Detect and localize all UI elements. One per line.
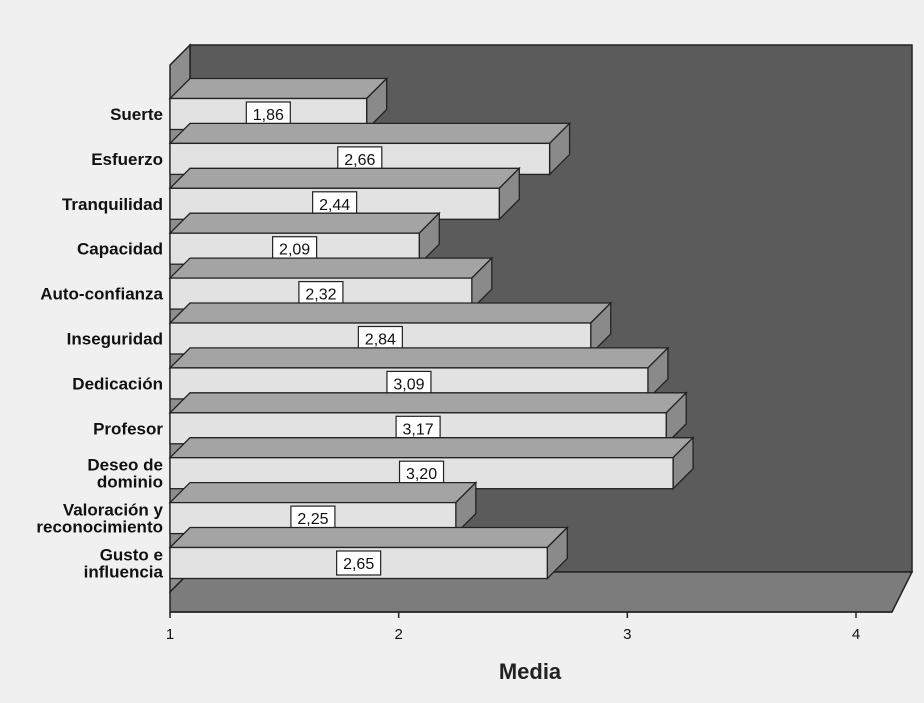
value-label-box [386, 370, 432, 396]
value-label-box [290, 505, 336, 531]
bar-6: 2,84 [168, 301, 613, 356]
bar-top-face [168, 347, 670, 369]
value-label: 2,44 [319, 197, 350, 214]
bar-5: 2,32 [168, 256, 494, 311]
bar-top-face [168, 302, 613, 324]
bar-top-face [168, 167, 521, 189]
bar-11: 2,65 [168, 525, 569, 581]
bar-top-face [168, 392, 688, 414]
bar-9: 3,20 [168, 436, 695, 491]
category-label: Capacidad [77, 240, 163, 259]
bar-top-face [168, 77, 389, 100]
bar-8: 3,17 [168, 391, 688, 446]
bar-1: 1,86 [168, 76, 389, 132]
x-axis: 1 2 3 4 [166, 611, 892, 643]
value-label-box [312, 191, 358, 217]
category-labels: Suerte Esfuerzo Tranquilidad Capacidad Auto-… [36, 105, 163, 582]
bar-2: 2,66 [168, 121, 572, 176]
value-label-box [398, 460, 445, 486]
category-label: Inseguridad [67, 330, 163, 349]
x-tick-label: 1 [166, 626, 174, 643]
value-label: 2,32 [305, 287, 336, 304]
value-label: 3,09 [393, 376, 424, 393]
category-label: Dedicación [72, 374, 163, 393]
category-label: reconocimiento [36, 518, 163, 537]
value-label: 1,86 [253, 107, 284, 124]
x-tick-label: 3 [623, 626, 631, 643]
bars-group: 1,86 2,66 2,44 2,09 2,32 2,84 3,09 3,17 3,20 2,25… [168, 76, 695, 581]
category-label: dominio [97, 473, 163, 492]
value-label: 3,20 [406, 466, 437, 483]
value-label-box [298, 281, 344, 307]
value-label: 3,17 [403, 421, 434, 438]
category-label: Deseo de [87, 456, 163, 475]
value-label-box [337, 146, 383, 172]
value-label: 2,25 [297, 511, 328, 528]
value-label: 2,84 [365, 332, 396, 349]
bar-4: 2,09 [168, 211, 441, 266]
category-label: Tranquilidad [62, 195, 163, 214]
category-label: Gusto e [100, 546, 163, 565]
bar-7: 3,09 [168, 346, 670, 401]
bar-3: 2,44 [168, 166, 521, 221]
bar-top-face [168, 257, 494, 279]
x-axis-title: Media [499, 659, 562, 684]
bar-top-face [168, 526, 569, 549]
value-label-box [272, 236, 318, 262]
category-label: Suerte [110, 105, 163, 124]
category-label: Valoración y [63, 501, 164, 520]
value-label: 2,09 [279, 242, 310, 259]
value-label-box [395, 415, 441, 441]
category-label: Auto-confianza [40, 285, 163, 304]
x-tick-label: 2 [394, 626, 402, 643]
category-label: influencia [84, 563, 164, 582]
category-label: Profesor [93, 419, 163, 438]
category-label: Esfuerzo [91, 150, 163, 169]
bar-10: 2,25 [168, 481, 478, 536]
bar-top-face [168, 437, 695, 459]
value-label: 2,66 [344, 152, 375, 169]
bar-top-face [168, 122, 572, 145]
bar-top-face [168, 481, 478, 504]
value-label-box [336, 550, 382, 576]
value-label: 2,65 [343, 556, 374, 573]
bar-top-face [168, 212, 441, 234]
x-tick-label: 4 [852, 626, 860, 643]
